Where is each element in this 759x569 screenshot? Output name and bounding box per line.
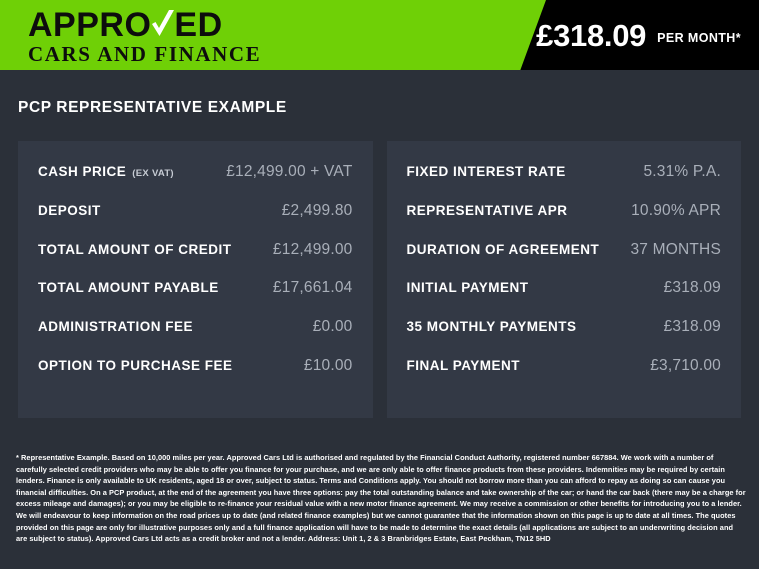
detail-row-value: £3,710.00: [650, 357, 721, 375]
detail-row-label: DEPOSIT: [38, 202, 101, 218]
left-details-panel: CASH PRICE (EX VAT) £12,499.00 + VAT DEPOSI…: [18, 141, 373, 418]
logo-text-before-check: APPRO: [28, 6, 152, 44]
detail-row-label: ADMINISTRATION FEE: [38, 319, 193, 335]
detail-row-label-group: TOTAL AMOUNT OF CREDIT: [38, 241, 232, 259]
detail-row-label-group: DURATION OF AGREEMENT: [407, 241, 600, 259]
detail-row-note: (EX VAT): [132, 168, 174, 179]
detail-row-label-group: 35 MONTHLY PAYMENTS: [407, 318, 577, 336]
detail-row-value: £0.00: [312, 318, 353, 336]
checkmark-icon: [150, 10, 176, 41]
detail-row: INITIAL PAYMENT £318.09: [407, 279, 722, 318]
finance-details-panels: CASH PRICE (EX VAT) £12,499.00 + VAT DEPOSI…: [18, 141, 741, 418]
detail-row: OPTION TO PURCHASE FEE £10.00: [38, 357, 353, 396]
detail-row-label: FINAL PAYMENT: [406, 358, 521, 374]
detail-row-label: TOTAL AMOUNT PAYABLE: [38, 280, 219, 296]
detail-row-value: £12,499.00 + VAT: [226, 163, 353, 180]
detail-row-label: DURATION OF AGREEMENT: [406, 241, 600, 257]
detail-row-label: REPRESENTATIVE APR: [406, 202, 568, 218]
detail-row-value: 10.90% APR: [631, 201, 721, 219]
representative-example-disclaimer: * Representative Example. Based on 10,00…: [16, 453, 746, 544]
page-header: APPRO ED CARS AND FINANCE £318.09 PER MON…: [0, 0, 759, 70]
logo-wordmark-approved: APPRO ED: [28, 8, 358, 42]
detail-row-value: £2,499.80: [281, 201, 353, 219]
detail-row: TOTAL AMOUNT PAYABLE £17,661.04: [38, 279, 353, 318]
detail-row: CASH PRICE (EX VAT) £12,499.00 + VAT: [38, 163, 353, 202]
monthly-price-block: £318.09 PER MONTH*: [536, 0, 741, 70]
right-details-panel: FIXED INTEREST RATE 5.31% P.A. REPRESENTAT…: [386, 141, 741, 418]
detail-row: 35 MONTHLY PAYMENTS £318.09: [407, 318, 722, 357]
detail-row-label: FIXED INTEREST RATE: [406, 164, 566, 179]
detail-row-label-group: INITIAL PAYMENT: [407, 279, 529, 297]
monthly-price-suffix: PER MONTH*: [657, 30, 741, 45]
monthly-price-amount: £318.09: [536, 17, 647, 53]
detail-row-value: £17,661.04: [272, 279, 353, 297]
detail-row: DURATION OF AGREEMENT 37 MONTHS: [407, 241, 722, 280]
brand-logo[interactable]: APPRO ED CARS AND FINANCE: [28, 8, 358, 66]
detail-row-label: 35 MONTHLY PAYMENTS: [406, 319, 577, 335]
detail-row-value: £12,499.00: [272, 240, 353, 258]
detail-row: FIXED INTEREST RATE 5.31% P.A.: [407, 163, 722, 202]
logo-text-after-check: ED: [174, 6, 223, 44]
detail-row-label-group: ADMINISTRATION FEE: [38, 318, 193, 336]
detail-row-label-group: CASH PRICE (EX VAT): [38, 163, 174, 181]
detail-row: ADMINISTRATION FEE £0.00: [38, 318, 353, 357]
detail-row-label-group: FIXED INTEREST RATE: [407, 163, 566, 181]
detail-row-value: £318.09: [663, 279, 721, 297]
detail-row-label-group: TOTAL AMOUNT PAYABLE: [38, 279, 219, 297]
detail-row-label-group: DEPOSIT: [38, 202, 101, 220]
detail-row: TOTAL AMOUNT OF CREDIT £12,499.00: [38, 241, 353, 280]
detail-row-label-group: FINAL PAYMENT: [407, 357, 521, 375]
detail-row: REPRESENTATIVE APR 10.90% APR: [407, 202, 722, 241]
detail-row-value: 37 MONTHS: [630, 240, 721, 258]
detail-row-label-group: REPRESENTATIVE APR: [407, 202, 568, 220]
detail-row-label: TOTAL AMOUNT OF CREDIT: [38, 241, 232, 257]
page-title: PCP REPRESENTATIVE EXAMPLE: [18, 99, 287, 116]
detail-row-value: 5.31% P.A.: [643, 163, 721, 180]
detail-row: DEPOSIT £2,499.80: [38, 202, 353, 241]
detail-row-value: £318.09: [663, 318, 721, 336]
logo-tagline: CARS AND FINANCE: [28, 42, 262, 66]
header-green-banner: [0, 0, 546, 70]
detail-row-label: CASH PRICE: [38, 164, 127, 179]
detail-row-value: £10.00: [303, 357, 353, 375]
detail-row-label: OPTION TO PURCHASE FEE: [38, 358, 233, 374]
detail-row-label: INITIAL PAYMENT: [406, 280, 529, 296]
detail-row: FINAL PAYMENT £3,710.00: [407, 357, 722, 396]
detail-row-label-group: OPTION TO PURCHASE FEE: [38, 357, 233, 375]
